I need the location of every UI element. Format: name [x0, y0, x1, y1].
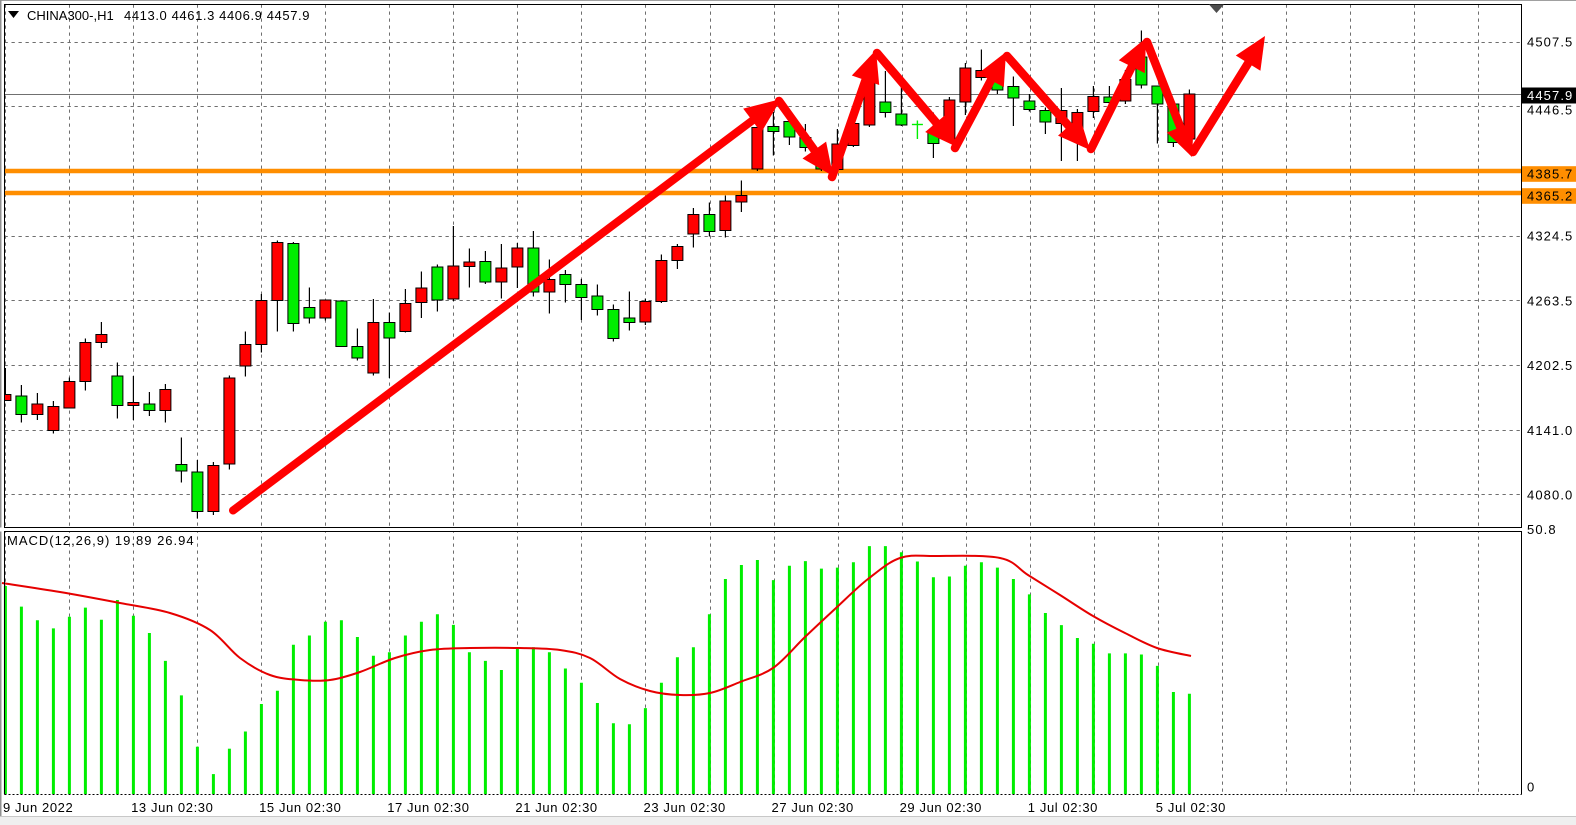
svg-text:CHINA300-,H1: CHINA300-,H1	[27, 8, 114, 23]
svg-text:17 Jun 02:30: 17 Jun 02:30	[387, 800, 469, 815]
svg-text:23 Jun 02:30: 23 Jun 02:30	[644, 800, 726, 815]
svg-text:0: 0	[1527, 780, 1535, 795]
svg-text:4457.9: 4457.9	[1527, 88, 1573, 103]
svg-text:13 Jun 02:30: 13 Jun 02:30	[131, 800, 213, 815]
svg-text:4080.0: 4080.0	[1527, 488, 1573, 503]
svg-text:50.8: 50.8	[1527, 522, 1557, 537]
svg-text:4365.2: 4365.2	[1527, 189, 1573, 204]
svg-text:4263.5: 4263.5	[1527, 293, 1573, 308]
svg-text:4385.7: 4385.7	[1527, 167, 1573, 182]
svg-text:MACD(12,26,9) 19.89 26.94: MACD(12,26,9) 19.89 26.94	[7, 533, 195, 548]
svg-text:4141.0: 4141.0	[1527, 423, 1573, 438]
svg-text:4413.0 4461.3 4406.9 4457.9: 4413.0 4461.3 4406.9 4457.9	[124, 8, 310, 23]
svg-text:4324.5: 4324.5	[1527, 229, 1573, 244]
svg-text:9 Jun 2022: 9 Jun 2022	[3, 800, 73, 815]
svg-text:5 Jul 02:30: 5 Jul 02:30	[1156, 800, 1226, 815]
svg-text:1 Jul 02:30: 1 Jul 02:30	[1028, 800, 1098, 815]
svg-text:4446.5: 4446.5	[1527, 103, 1573, 118]
svg-text:15 Jun 02:30: 15 Jun 02:30	[259, 800, 341, 815]
svg-text:4507.5: 4507.5	[1527, 35, 1573, 50]
svg-text:27 Jun 02:30: 27 Jun 02:30	[772, 800, 854, 815]
svg-text:29 Jun 02:30: 29 Jun 02:30	[900, 800, 982, 815]
svg-text:4202.5: 4202.5	[1527, 358, 1573, 373]
svg-text:21 Jun 02:30: 21 Jun 02:30	[515, 800, 597, 815]
